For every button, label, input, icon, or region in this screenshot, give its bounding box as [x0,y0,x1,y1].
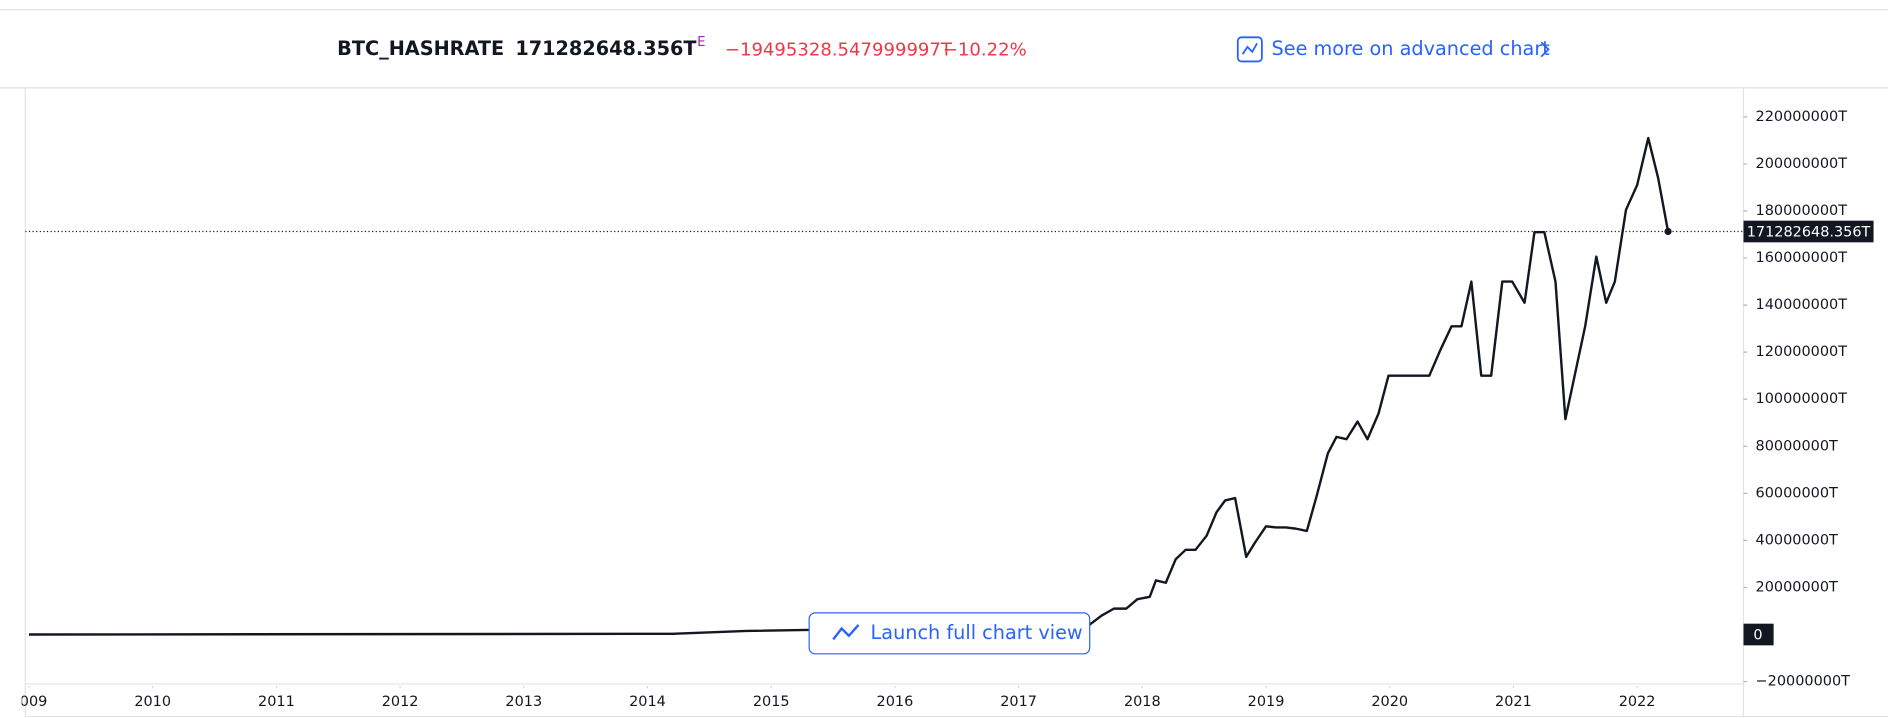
y-tick-label: 160000000T [1756,250,1848,266]
estimate-badge: E [697,35,705,50]
price-change: −19495328.547999997T [725,40,953,61]
last-value-label: 171282648.356T [1747,225,1871,241]
x-tick-label: 2021 [1495,694,1532,710]
x-tick-label: 2018 [1124,694,1161,710]
x-tick-label: 2016 [877,694,914,710]
price-axis: −20000000T 0 20000000T 40000000T 60000000T 80… [1743,109,1851,690]
x-tick-label: 2012 [382,694,419,710]
launch-button[interactable]: Launch full chart view [808,612,1091,655]
y-tick-label: 140000000T [1756,297,1848,313]
y-tick-label: 0 [1753,628,1762,644]
button-text[interactable]: Launch full chart view [871,621,1083,644]
y-tick-label: 20000000T [1756,579,1838,595]
percent-change: −10.22% [943,40,1027,61]
y-tick-label: 180000000T [1756,203,1848,219]
symbol: BTC_HASHRATE [337,37,504,60]
link-chevron [1540,41,1550,58]
link-icon-line [1241,42,1258,55]
y-tick-label: 100000000T [1756,391,1848,407]
x-tick-label: 2020 [1371,694,1408,710]
x-tick-label: 2011 [258,694,295,710]
series-line [28,136,1670,636]
last-value-badge [1743,220,1874,243]
zero-badge [1743,623,1774,646]
x-tick-label: 2010 [134,694,171,710]
button-icon [832,624,860,641]
link-icon [1236,36,1263,63]
x-tick-label: 2022 [1619,694,1656,710]
x-tick-label: 2017 [1000,694,1037,710]
x-tick-label: 2013 [505,694,542,710]
link-text[interactable]: See more on advanced chart [1272,37,1551,60]
x-tick-label: 2014 [629,694,666,710]
y-tick-label: 120000000T [1756,344,1848,360]
advanced-chart-link[interactable]: See more on advanced chart [1236,36,1551,63]
last-point [1664,227,1672,236]
button-frame[interactable] [808,612,1091,655]
plot-area [25,136,1744,636]
y-tick-label: 200000000T [1756,156,1848,172]
price: 171282648.356T [515,37,697,60]
y-tick-label: −20000000T [1756,674,1851,690]
x-tick-label: 2015 [753,694,790,710]
y-tick-label: 60000000T [1756,485,1838,501]
y-tick-label: 220000000T [1756,109,1848,125]
x-tick-label: 2019 [1248,694,1285,710]
y-tick-label: 40000000T [1756,532,1838,548]
time-axis: 2009 2010 2011 2012 2013 2014 2015 2016 2017 2018… [11,686,1656,710]
x-tick-label: 2009 [11,694,48,710]
y-tick-label: 80000000T [1756,438,1838,454]
